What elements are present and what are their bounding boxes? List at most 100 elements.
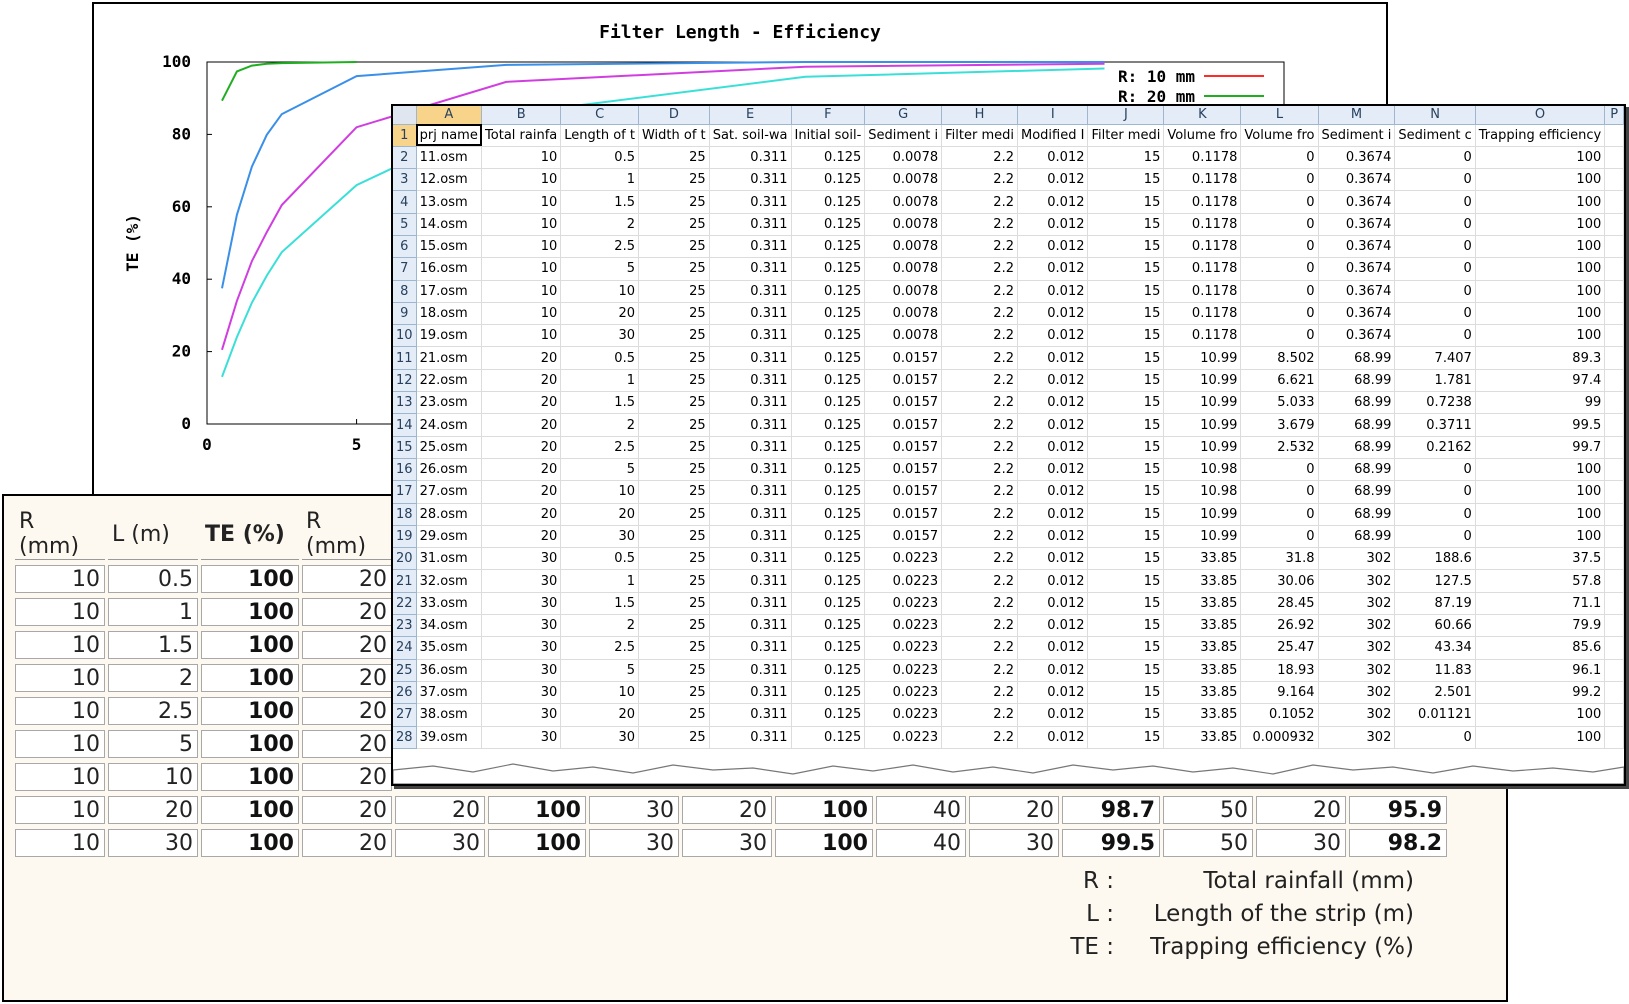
sheet-header-cell[interactable]: Sediment c — [1394, 124, 1476, 147]
sheet-cell[interactable]: 2.2 — [941, 413, 1018, 437]
sheet-cell[interactable]: 100 — [1475, 703, 1606, 727]
sheet-cell[interactable]: 302 — [1318, 659, 1396, 682]
sheet-cell[interactable]: 99.2 — [1475, 681, 1606, 705]
sheet-cell[interactable]: 33.85 — [1163, 681, 1242, 705]
sheet-cell[interactable]: 0.125 — [791, 391, 866, 415]
sheet-cell[interactable]: 2.532 — [1240, 436, 1319, 459]
sheet-cell[interactable]: 0.1178 — [1163, 168, 1242, 192]
sheet-cell[interactable]: 15 — [1087, 146, 1165, 170]
sheet-cell[interactable] — [1604, 681, 1624, 705]
sheet-cell[interactable]: 11.osm — [416, 146, 483, 170]
sheet-cell[interactable]: 0 — [1394, 190, 1476, 214]
sheet-cell[interactable]: 37.5 — [1475, 547, 1606, 571]
sheet-cell[interactable]: 37.osm — [416, 681, 483, 705]
sheet-cell[interactable]: 25 — [638, 346, 710, 370]
sheet-cell[interactable]: 0.311 — [709, 480, 792, 504]
sheet-cell[interactable]: 15 — [1087, 346, 1165, 370]
sheet-cell[interactable]: 30 — [481, 659, 562, 682]
sheet-cell[interactable]: 1.781 — [1394, 369, 1476, 393]
sheet-cell[interactable]: 0.125 — [791, 703, 866, 727]
sheet-cell[interactable]: 30 — [481, 681, 562, 705]
sheet-cell[interactable]: 0.125 — [791, 302, 866, 326]
sheet-cell[interactable]: 2.2 — [941, 592, 1018, 616]
sheet-cell[interactable]: 0.311 — [709, 703, 792, 727]
sheet-cell[interactable]: 14.osm — [416, 213, 483, 236]
sheet-cell[interactable]: 0 — [1240, 146, 1319, 170]
sheet-cell[interactable]: 89.3 — [1475, 346, 1606, 370]
sheet-cell[interactable]: 0.125 — [791, 569, 866, 593]
sheet-cell[interactable]: 0.012 — [1017, 146, 1089, 170]
sheet-cell[interactable]: 0.0223 — [864, 703, 943, 727]
sheet-cell[interactable]: 10 — [560, 480, 639, 504]
sheet-cell[interactable]: 27.osm — [416, 480, 483, 504]
sheet-cell[interactable]: 2.2 — [941, 168, 1018, 192]
sheet-cell[interactable]: 0.012 — [1017, 659, 1089, 682]
sheet-cell[interactable]: 0 — [1240, 257, 1319, 281]
sheet-cell[interactable]: 0 — [1240, 525, 1319, 549]
sheet-cell[interactable]: 2.2 — [941, 369, 1018, 393]
row-header[interactable]: 3 — [393, 168, 417, 192]
sheet-cell[interactable]: 10 — [481, 190, 562, 214]
sheet-cell[interactable]: 0.125 — [791, 146, 866, 170]
column-header[interactable]: D — [638, 106, 710, 125]
sheet-cell[interactable]: 25 — [638, 659, 710, 682]
sheet-cell[interactable]: 0.0157 — [864, 391, 943, 415]
sheet-cell[interactable]: 0.0078 — [864, 257, 943, 281]
sheet-cell[interactable]: 0.125 — [791, 592, 866, 616]
sheet-cell[interactable]: 2.2 — [941, 257, 1018, 281]
sheet-cell[interactable]: 2.2 — [941, 480, 1018, 504]
sheet-cell[interactable] — [1604, 703, 1624, 727]
sheet-cell[interactable]: 0.0223 — [864, 681, 943, 705]
sheet-cell[interactable]: 0.125 — [791, 346, 866, 370]
sheet-cell[interactable]: 15 — [1087, 681, 1165, 705]
sheet-cell[interactable]: 15 — [1087, 569, 1165, 593]
sheet-cell[interactable]: 25 — [638, 525, 710, 549]
sheet-cell[interactable]: 25 — [638, 413, 710, 437]
sheet-cell[interactable]: 0 — [1394, 146, 1476, 170]
sheet-cell[interactable]: 79.9 — [1475, 614, 1606, 638]
sheet-cell[interactable]: 0.012 — [1017, 726, 1089, 749]
sheet-cell[interactable]: 302 — [1318, 703, 1396, 727]
sheet-cell[interactable]: 2.2 — [941, 503, 1018, 526]
sheet-cell[interactable]: 68.99 — [1318, 503, 1396, 526]
sheet-cell[interactable]: 15 — [1087, 592, 1165, 616]
sheet-cell[interactable]: 0.0223 — [864, 636, 943, 660]
sheet-cell[interactable]: 30 — [481, 703, 562, 727]
sheet-cell[interactable]: 2 — [560, 614, 639, 638]
sheet-cell[interactable]: 0.0157 — [864, 525, 943, 549]
sheet-cell[interactable]: 0.1178 — [1163, 213, 1242, 236]
sheet-header-cell[interactable]: Sediment i — [864, 124, 943, 147]
sheet-cell[interactable]: 25 — [638, 681, 710, 705]
sheet-cell[interactable]: 0.0078 — [864, 280, 943, 303]
sheet-cell[interactable]: 2.2 — [941, 302, 1018, 326]
sheet-cell[interactable]: 35.osm — [416, 636, 483, 660]
sheet-cell[interactable]: 2.2 — [941, 726, 1018, 749]
sheet-header-cell[interactable]: Length of t — [560, 124, 639, 147]
sheet-cell[interactable]: 25 — [638, 146, 710, 170]
sheet-cell[interactable]: 10.99 — [1163, 369, 1242, 393]
sheet-cell[interactable]: 0.0078 — [864, 190, 943, 214]
sheet-cell[interactable]: 25 — [638, 503, 710, 526]
sheet-cell[interactable]: 30 — [560, 525, 639, 549]
sheet-cell[interactable]: 5 — [560, 257, 639, 281]
sheet-cell[interactable]: 20 — [560, 302, 639, 326]
sheet-cell[interactable]: 30 — [481, 547, 562, 571]
sheet-cell[interactable]: 0.0223 — [864, 569, 943, 593]
sheet-cell[interactable]: 2.2 — [941, 235, 1018, 259]
sheet-cell[interactable]: 15 — [1087, 391, 1165, 415]
sheet-cell[interactable]: 25 — [638, 302, 710, 326]
sheet-cell[interactable]: 99 — [1475, 391, 1606, 415]
sheet-cell[interactable]: 0.311 — [709, 592, 792, 616]
sheet-header-cell[interactable]: Volume fro — [1163, 124, 1242, 147]
sheet-cell[interactable]: 0 — [1394, 726, 1476, 749]
sheet-cell[interactable]: 20 — [481, 413, 562, 437]
sheet-cell[interactable]: 25 — [638, 213, 710, 236]
sheet-cell[interactable]: 15 — [1087, 614, 1165, 638]
row-header[interactable]: 19 — [393, 525, 417, 549]
sheet-cell[interactable]: 0.5 — [560, 146, 639, 170]
sheet-cell[interactable]: 20 — [481, 369, 562, 393]
sheet-cell[interactable]: 25 — [638, 280, 710, 303]
sheet-cell[interactable]: 302 — [1318, 614, 1396, 638]
row-header[interactable]: 23 — [393, 614, 417, 638]
sheet-cell[interactable]: 15 — [1087, 458, 1165, 482]
